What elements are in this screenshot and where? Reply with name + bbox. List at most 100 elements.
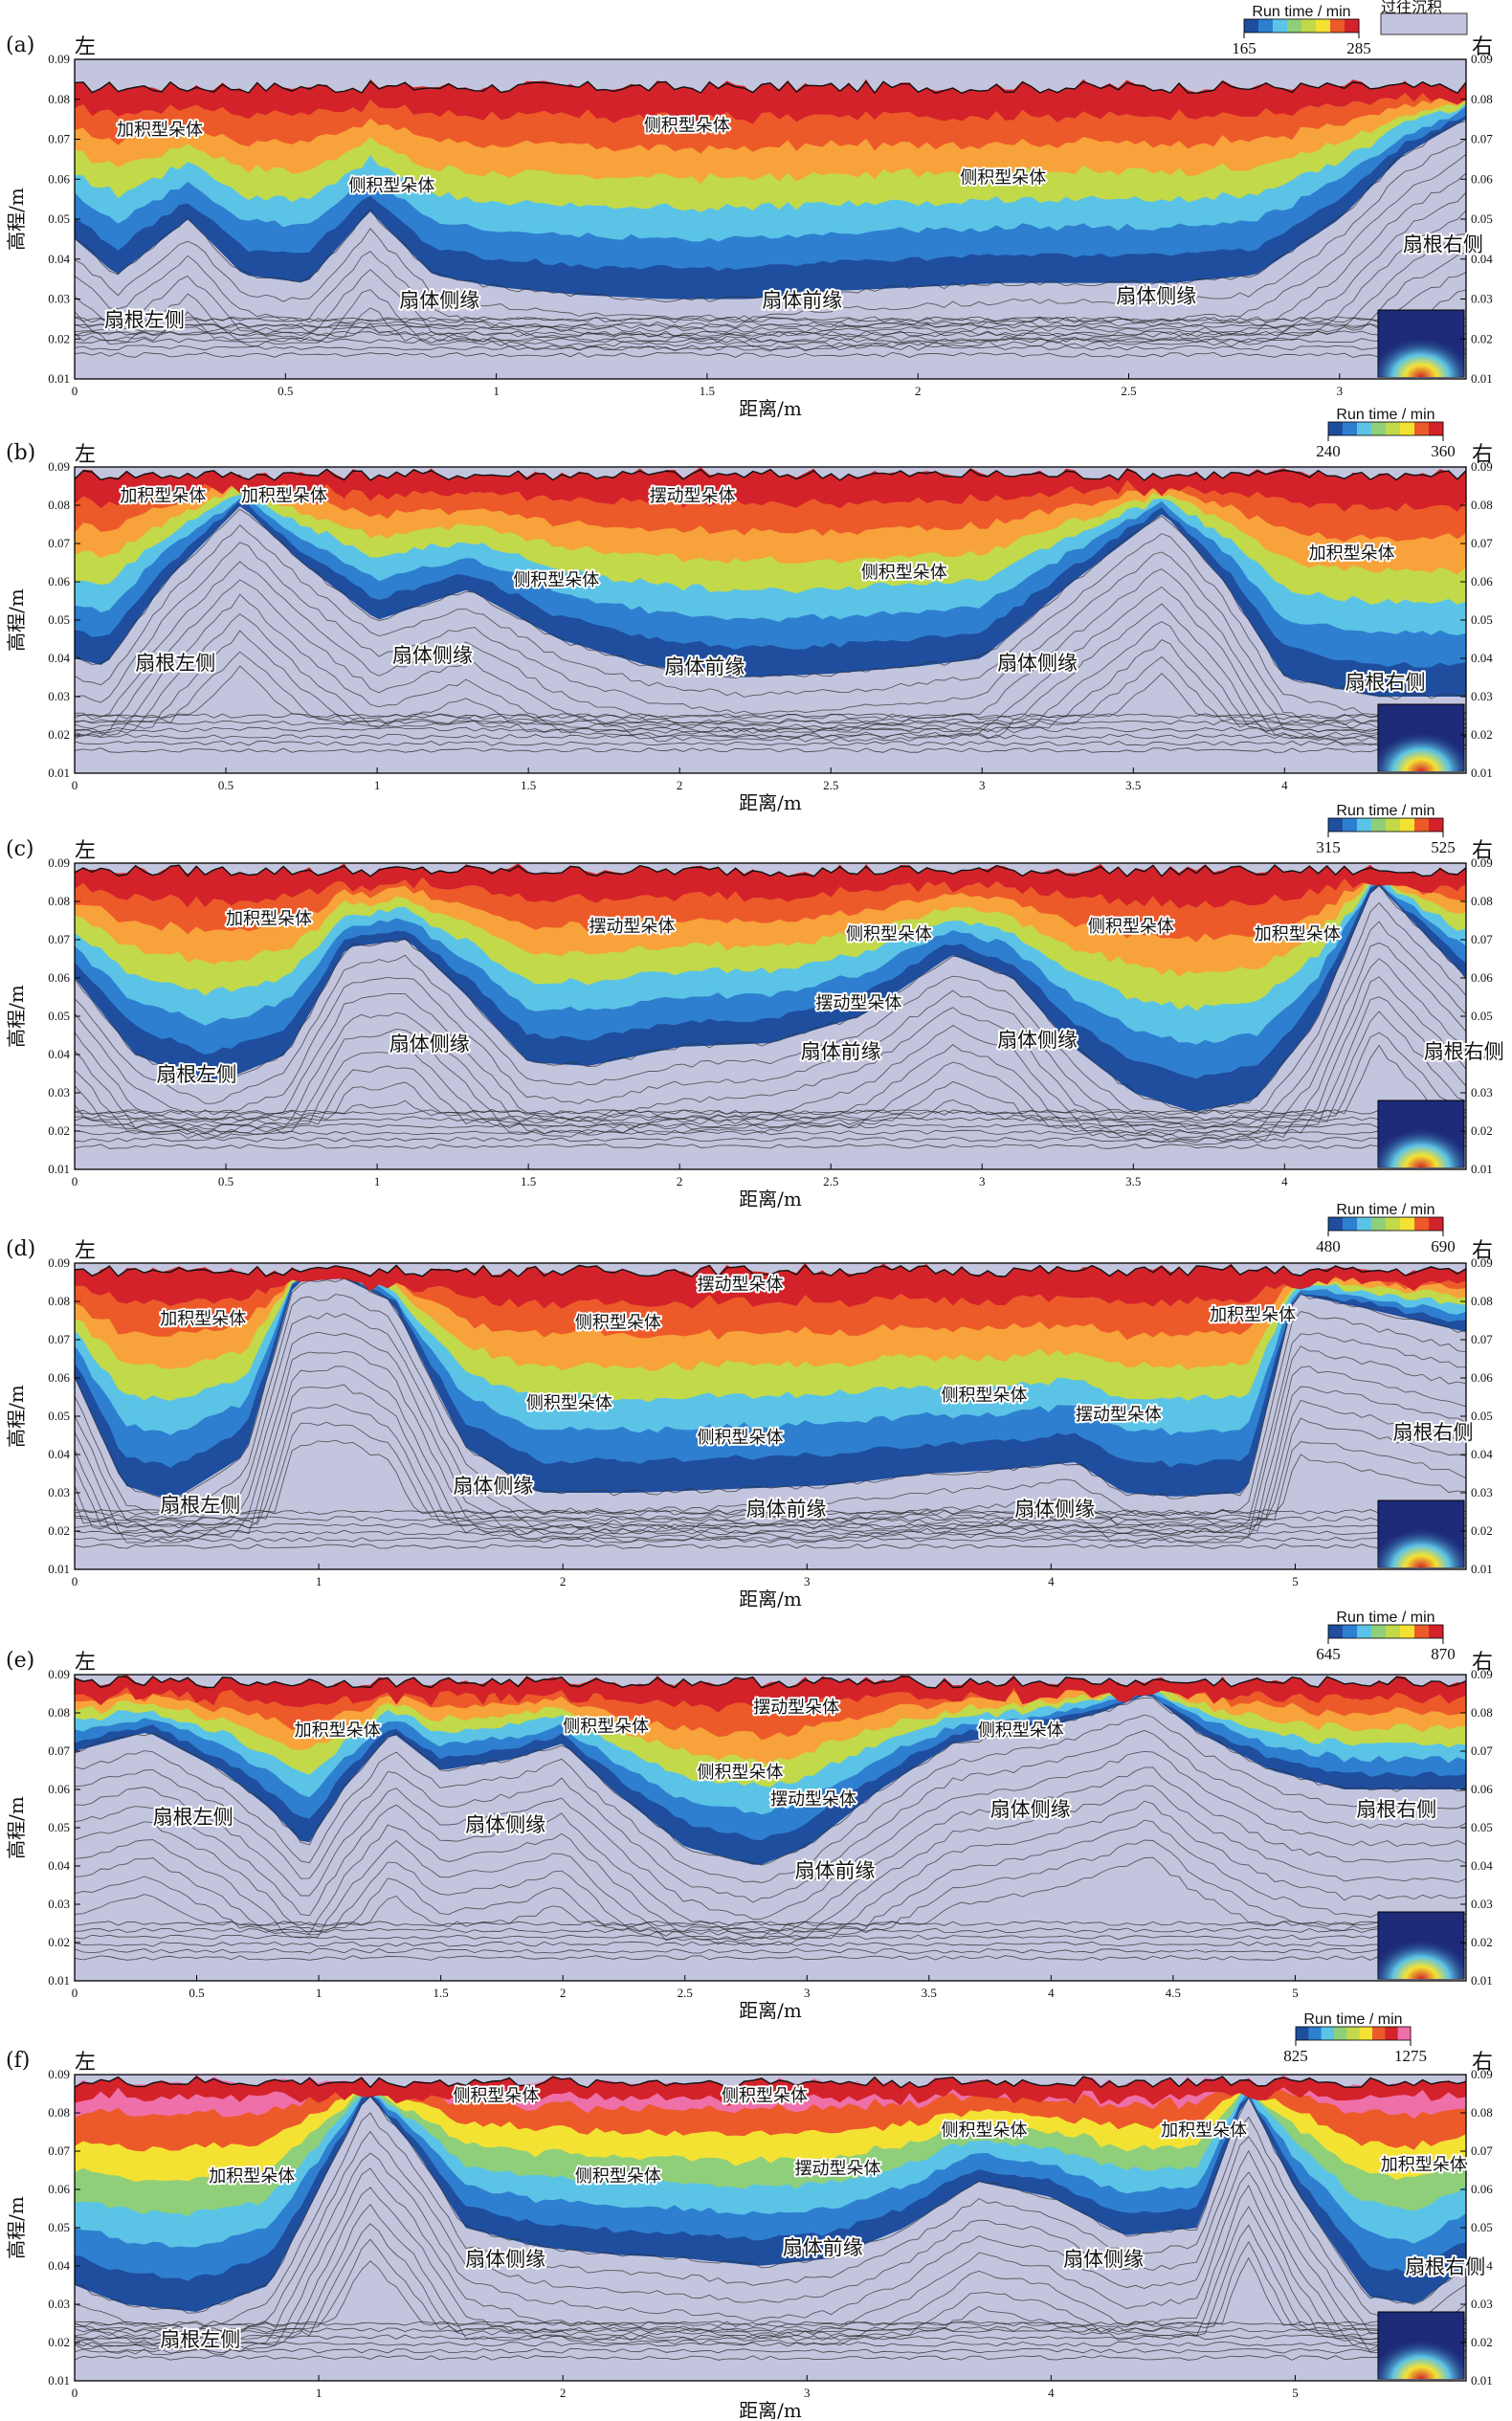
colorbar-segment	[1316, 19, 1331, 33]
y-axis: 0.01 0.01 0.02 0.02 0.03 0.03 0.04 0.04 0.05 0.05…	[48, 459, 1493, 780]
lobe-type-label: 摆动型朵体	[815, 993, 901, 1013]
y-axis-title: 高程/m	[5, 1385, 28, 1448]
y-tick-label-right: 0.03	[1471, 689, 1493, 703]
panel-4: 0 0.5 1 1.5 2 2.5 3 3.5 4 4.5 5距离/m0.01 0.010.02 0.0…	[5, 1610, 1493, 2022]
lobe-type-label: 侧积型朵体	[526, 1393, 612, 1413]
x-axis-title: 距离/m	[739, 1588, 802, 1610]
y-tick-label-right: 0.08	[1471, 1705, 1493, 1720]
facies-zone-label: 扇体侧缘	[453, 1475, 533, 1498]
lobe-type-label: 侧积型朵体	[563, 1717, 649, 1737]
right-side-label: 右	[1472, 1651, 1493, 1675]
base-line	[75, 1109, 1466, 1115]
y-tick-label-right: 0.07	[1471, 2143, 1493, 2158]
lobe-type-label: 侧积型朵体	[846, 924, 932, 944]
colorbar-segment	[1429, 1625, 1444, 1638]
y-tick-label-right: 0.06	[1471, 574, 1493, 589]
y-tick-label: 0.09	[48, 1667, 70, 1681]
y-tick-label-right: 0.02	[1471, 331, 1493, 345]
facies-zone-label: 扇根右侧	[1392, 1421, 1473, 1444]
y-tick-label-right: 0.09	[1471, 855, 1493, 870]
deposit-layer-top	[75, 1677, 1466, 1707]
y-tick-label: 0.02	[48, 331, 70, 345]
y-tick-label-right: 0.06	[1471, 1370, 1493, 1385]
y-tick-label-right: 0.04	[1471, 1447, 1493, 1461]
past-deposit-region	[75, 1695, 1466, 1981]
stratigraphic-line	[75, 138, 1466, 322]
lobe-type-label: 摆动型朵体	[1076, 1405, 1162, 1425]
x-tick-label: 0	[72, 1174, 78, 1188]
inset-map	[1377, 2311, 1465, 2380]
base-line	[75, 1921, 1466, 1926]
lobe-type-label: 加积型朵体	[1309, 544, 1395, 564]
inset-map	[1377, 1911, 1465, 1980]
facies-zone-label: 扇根左侧	[153, 1806, 233, 1829]
x-tick-label: 1	[374, 778, 381, 792]
right-side-label: 右	[1472, 2051, 1493, 2075]
base-line	[75, 1947, 1466, 1954]
facies-zone-label: 扇根左侧	[135, 652, 215, 675]
x-tick-label: 3	[804, 1574, 811, 1588]
lobe-type-label: 加积型朵体	[160, 1309, 246, 1329]
facies-zone-label: 扇体侧缘	[389, 1033, 470, 1055]
stratigraphic-line	[75, 2130, 1466, 2349]
surface-line	[75, 864, 1466, 877]
x-tick-label: 4	[1048, 2386, 1055, 2400]
surface-line	[75, 1676, 1466, 1689]
y-tick-label: 0.02	[48, 727, 70, 742]
lobe-type-label: 侧积型朵体	[1088, 917, 1174, 937]
colorbar-segment	[1371, 818, 1387, 832]
y-tick-label: 0.04	[48, 1447, 70, 1461]
colorbar-segment	[1386, 818, 1401, 832]
facies-zone-label: 扇根右侧	[1345, 671, 1426, 694]
base-line	[75, 740, 1466, 746]
facies-zone-label: 扇体侧缘	[392, 644, 473, 667]
colorbar-segment	[1296, 2027, 1309, 2040]
y-tick-label: 0.08	[48, 1705, 70, 1720]
left-side-label: 左	[75, 443, 96, 467]
base-line	[75, 330, 1466, 337]
colorbar: Run time / min 315 525	[1316, 803, 1456, 856]
y-tick-label: 0.03	[48, 1897, 70, 1911]
lobe-type-label: 加积型朵体	[1381, 2155, 1467, 2175]
y-tick-label-right: 0.05	[1471, 2220, 1493, 2234]
past-deposit-legend: 过往沉积	[1380, 0, 1468, 35]
base-line	[75, 747, 1466, 753]
lobe-type-label: 加积型朵体	[295, 1721, 381, 1741]
lobe-type-label: 摆动型朵体	[753, 1698, 839, 1718]
y-tick-label: 0.04	[48, 651, 70, 665]
colorbar-segment	[1357, 1625, 1372, 1638]
colorbar-segment	[1343, 422, 1358, 435]
colorbar-segment	[1301, 19, 1317, 33]
panel-0: 0 0.5 1 1.5 2 2.5 3距离/m0.01 0.010.02 0.020.03 0.0…	[5, 4, 1493, 420]
stratigraphic-line	[75, 542, 1466, 736]
y-tick-label-right: 0.02	[1471, 2335, 1493, 2349]
x-tick-label: 2.5	[678, 1986, 693, 2000]
y-tick-label-right: 0.04	[1471, 252, 1493, 266]
base-line	[75, 1509, 1466, 1515]
surface-line	[75, 1264, 1466, 1278]
y-tick-label: 0.04	[48, 2258, 70, 2273]
y-tick-label-right: 0.01	[1471, 766, 1493, 780]
colorbar-segment	[1328, 1217, 1344, 1231]
y-tick-label-right: 0.01	[1471, 1562, 1493, 1576]
x-tick-label: 0	[72, 1574, 78, 1588]
stratigraphic-line	[75, 191, 1466, 347]
stratigraphic-line	[75, 1403, 1466, 1525]
y-tick-label: 0.05	[48, 211, 70, 226]
lobe-type-label: 侧积型朵体	[697, 1428, 783, 1448]
past-deposit-label: 过往沉积	[1381, 0, 1442, 16]
y-tick-label-right: 0.06	[1471, 970, 1493, 985]
lobe-type-label: 侧积型朵体	[575, 1313, 661, 1333]
colorbar-title: Run time / min	[1336, 803, 1434, 819]
base-line	[75, 733, 1466, 740]
colorbar-segment	[1400, 422, 1415, 435]
colorbar-segment	[1343, 1625, 1358, 1638]
y-tick-label: 0.04	[48, 252, 70, 266]
x-tick-label: 2.5	[823, 778, 838, 792]
panel-label: (b)	[6, 441, 35, 465]
x-tick-label: 3	[804, 2386, 811, 2400]
colorbar-segment	[1414, 1625, 1430, 1638]
